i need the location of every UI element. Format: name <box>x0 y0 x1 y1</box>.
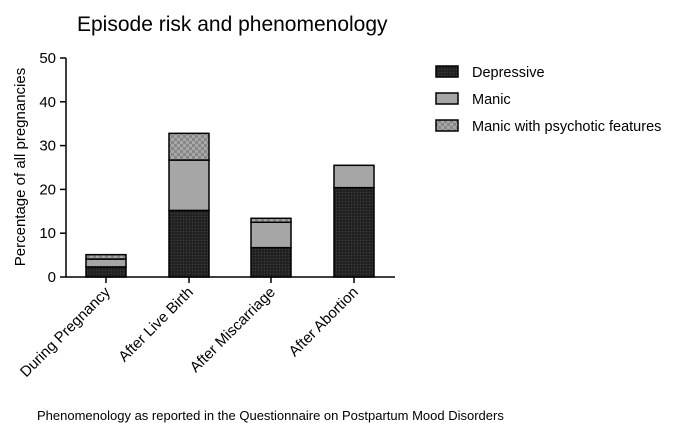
legend-label: Manic <box>472 92 511 108</box>
y-tick-label: 30 <box>39 138 56 155</box>
chart-title: Episode risk and phenomenology <box>77 13 388 36</box>
bar-segment-manic <box>250 221 292 249</box>
y-tick-label: 50 <box>39 50 56 67</box>
bar-segment-manic-with-psychotic-features <box>85 253 127 260</box>
y-tick-label: 40 <box>39 94 56 111</box>
legend-swatch <box>435 119 459 132</box>
bar-segment-manic <box>333 164 375 189</box>
bar-segment-manic <box>168 159 210 212</box>
bar-segment-depressive <box>250 246 292 278</box>
bars <box>85 132 375 278</box>
y-tick-label: 0 <box>48 269 56 286</box>
caption: Phenomenology as reported in the Questio… <box>37 408 504 423</box>
x-tick-label: During Pregnancy <box>17 283 114 380</box>
bar-segment-manic-with-psychotic-features <box>250 217 292 223</box>
bar-segment-manic <box>85 258 127 268</box>
legend-label: Manic with psychotic features <box>472 119 661 135</box>
y-axis-label: Percentage of all pregnancies <box>12 68 29 266</box>
legend-swatch <box>435 92 459 105</box>
x-tick-label: After Live Birth <box>115 284 197 366</box>
bar-segment-depressive <box>333 186 375 278</box>
y-tick-label: 10 <box>39 225 56 242</box>
y-tick-label: 20 <box>39 181 56 198</box>
legend-swatch <box>435 65 459 78</box>
bar-segment-depressive <box>85 266 127 278</box>
y-axis: 0 10 20 30 40 50 <box>39 50 67 286</box>
bar-segment-depressive <box>168 209 210 278</box>
legend: Depressive Manic Manic with psychotic feat… <box>435 65 661 135</box>
bar-segment-manic-with-psychotic-features <box>168 132 210 161</box>
x-tick-label: After Abortion <box>286 284 362 360</box>
x-tick-label: After Miscarriage <box>187 284 279 376</box>
legend-label: Depressive <box>472 65 545 81</box>
